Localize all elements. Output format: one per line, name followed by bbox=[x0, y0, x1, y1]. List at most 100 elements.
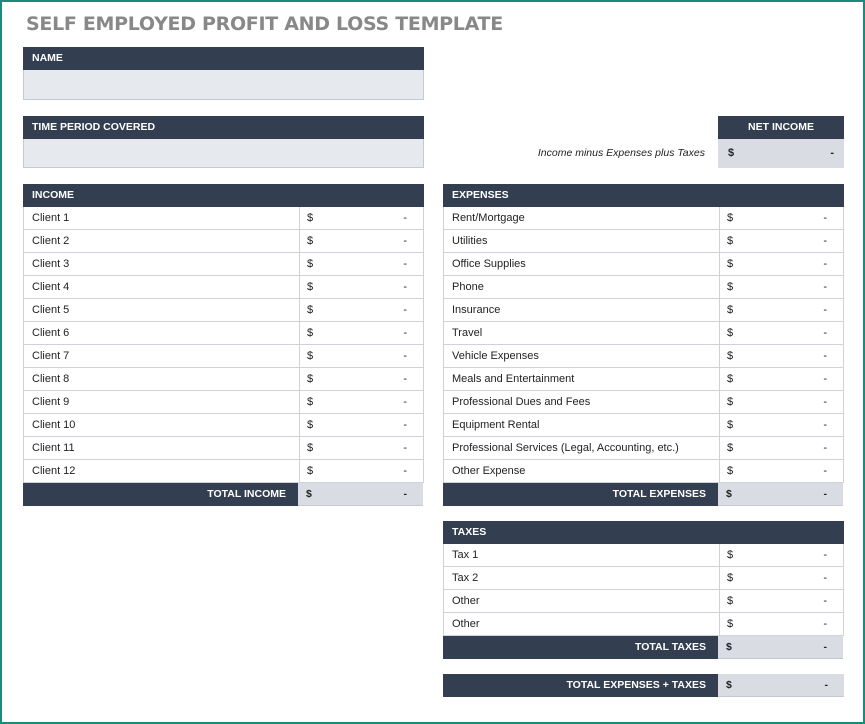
taxes-total-label: TOTAL TAXES bbox=[443, 636, 718, 659]
expenses-row-currency: $ bbox=[727, 235, 734, 247]
income-row-amount[interactable]: $ - bbox=[299, 368, 423, 390]
expenses-row-amount[interactable]: $ - bbox=[719, 253, 843, 275]
net-income-value[interactable]: $ - bbox=[718, 139, 844, 168]
taxes-row-amount[interactable]: $ - bbox=[719, 567, 843, 589]
expenses-row-label: Meals and Entertainment bbox=[452, 373, 575, 385]
expenses-row-value: - bbox=[823, 350, 827, 362]
grand-total-value: - bbox=[824, 679, 829, 691]
taxes-row-amount[interactable]: $ - bbox=[719, 590, 843, 612]
income-row-label: Client 9 bbox=[32, 396, 70, 408]
income-row-label: Client 10 bbox=[32, 419, 76, 431]
name-input[interactable] bbox=[23, 70, 424, 100]
income-row-currency: $ bbox=[307, 396, 314, 408]
expenses-row-value: - bbox=[823, 465, 827, 477]
income-total-row: TOTAL INCOME $ - bbox=[23, 483, 424, 506]
expenses-total-label: TOTAL EXPENSES bbox=[443, 483, 718, 506]
expenses-row-label: Equipment Rental bbox=[452, 419, 540, 431]
income-row-value: - bbox=[403, 396, 407, 408]
expenses-header: EXPENSES bbox=[443, 184, 844, 207]
income-total-amount[interactable]: $ - bbox=[298, 483, 423, 506]
expenses-table: Rent/Mortgage $ - Utilities $ - Office Supplie… bbox=[443, 207, 844, 506]
expenses-row-currency: $ bbox=[727, 212, 734, 224]
expenses-row: Other Expense $ - bbox=[443, 460, 844, 483]
taxes-row-currency: $ bbox=[727, 595, 734, 607]
income-row-value: - bbox=[403, 419, 407, 431]
net-income-amount: - bbox=[830, 147, 834, 159]
taxes-row-value: - bbox=[823, 572, 827, 584]
expenses-row-amount[interactable]: $ - bbox=[719, 460, 843, 482]
income-row-currency: $ bbox=[307, 258, 314, 270]
expenses-row-amount[interactable]: $ - bbox=[719, 437, 843, 459]
taxes-total-amount[interactable]: $ - bbox=[718, 636, 843, 659]
expenses-row-value: - bbox=[823, 212, 827, 224]
expenses-row: Professional Services (Legal, Accounting… bbox=[443, 437, 844, 460]
income-row: Client 4 $ - bbox=[23, 276, 424, 299]
expenses-total-amount[interactable]: $ - bbox=[718, 483, 843, 506]
taxes-row: Tax 2 $ - bbox=[443, 567, 844, 590]
expenses-row-value: - bbox=[823, 419, 827, 431]
income-row-amount[interactable]: $ - bbox=[299, 345, 423, 367]
income-row-amount[interactable]: $ - bbox=[299, 207, 423, 229]
page-title: SELF EMPLOYED PROFIT AND LOSS TEMPLATE bbox=[26, 13, 503, 35]
taxes-row-currency: $ bbox=[727, 572, 734, 584]
expenses-row-amount[interactable]: $ - bbox=[719, 414, 843, 436]
expenses-row-value: - bbox=[823, 235, 827, 247]
taxes-row-currency: $ bbox=[727, 549, 734, 561]
income-row-amount[interactable]: $ - bbox=[299, 322, 423, 344]
income-row-amount[interactable]: $ - bbox=[299, 276, 423, 298]
expenses-row-currency: $ bbox=[727, 396, 734, 408]
grand-total-currency: $ bbox=[726, 679, 732, 691]
income-row-value: - bbox=[403, 235, 407, 247]
expenses-row-label: Phone bbox=[452, 281, 484, 293]
expenses-total-value: - bbox=[823, 488, 828, 500]
income-row-amount[interactable]: $ - bbox=[299, 391, 423, 413]
income-row-label: Client 5 bbox=[32, 304, 70, 316]
taxes-row-currency: $ bbox=[727, 618, 734, 630]
expenses-row-currency: $ bbox=[727, 350, 734, 362]
income-row: Client 3 $ - bbox=[23, 253, 424, 276]
income-row-currency: $ bbox=[307, 442, 314, 454]
expenses-row-currency: $ bbox=[727, 281, 734, 293]
income-row-currency: $ bbox=[307, 304, 314, 316]
expenses-row: Meals and Entertainment $ - bbox=[443, 368, 844, 391]
expenses-row: Equipment Rental $ - bbox=[443, 414, 844, 437]
expenses-row-amount[interactable]: $ - bbox=[719, 345, 843, 367]
income-row-value: - bbox=[403, 350, 407, 362]
expenses-row: Vehicle Expenses $ - bbox=[443, 345, 844, 368]
grand-total-amount[interactable]: $ - bbox=[718, 674, 844, 697]
income-row-label: Client 8 bbox=[32, 373, 70, 385]
expenses-row-amount[interactable]: $ - bbox=[719, 322, 843, 344]
expenses-row: Office Supplies $ - bbox=[443, 253, 844, 276]
time-period-input[interactable] bbox=[23, 139, 424, 168]
expenses-row-amount[interactable]: $ - bbox=[719, 230, 843, 252]
taxes-row-amount[interactable]: $ - bbox=[719, 544, 843, 566]
taxes-row-amount[interactable]: $ - bbox=[719, 613, 843, 635]
expenses-row: Insurance $ - bbox=[443, 299, 844, 322]
income-row-amount[interactable]: $ - bbox=[299, 299, 423, 321]
income-row-amount[interactable]: $ - bbox=[299, 437, 423, 459]
income-row: Client 6 $ - bbox=[23, 322, 424, 345]
income-row-amount[interactable]: $ - bbox=[299, 230, 423, 252]
taxes-total-currency: $ bbox=[726, 641, 732, 653]
net-income-header: NET INCOME bbox=[718, 116, 844, 139]
expenses-row-amount[interactable]: $ - bbox=[719, 207, 843, 229]
grand-total-label: TOTAL EXPENSES + TAXES bbox=[443, 674, 718, 697]
income-row: Client 7 $ - bbox=[23, 345, 424, 368]
income-row: Client 5 $ - bbox=[23, 299, 424, 322]
taxes-row: Tax 1 $ - bbox=[443, 544, 844, 567]
income-row-amount[interactable]: $ - bbox=[299, 253, 423, 275]
income-row-amount[interactable]: $ - bbox=[299, 414, 423, 436]
expenses-row-amount[interactable]: $ - bbox=[719, 368, 843, 390]
income-row-value: - bbox=[403, 327, 407, 339]
name-header: NAME bbox=[23, 47, 424, 70]
taxes-row-value: - bbox=[823, 595, 827, 607]
expenses-row-currency: $ bbox=[727, 258, 734, 270]
grand-total-row: TOTAL EXPENSES + TAXES $ - bbox=[443, 674, 844, 697]
expenses-row-amount[interactable]: $ - bbox=[719, 276, 843, 298]
expenses-row-amount[interactable]: $ - bbox=[719, 299, 843, 321]
income-row-currency: $ bbox=[307, 419, 314, 431]
income-row-amount[interactable]: $ - bbox=[299, 460, 423, 482]
expenses-row-amount[interactable]: $ - bbox=[719, 391, 843, 413]
income-row-value: - bbox=[403, 442, 407, 454]
income-row-label: Client 4 bbox=[32, 281, 70, 293]
